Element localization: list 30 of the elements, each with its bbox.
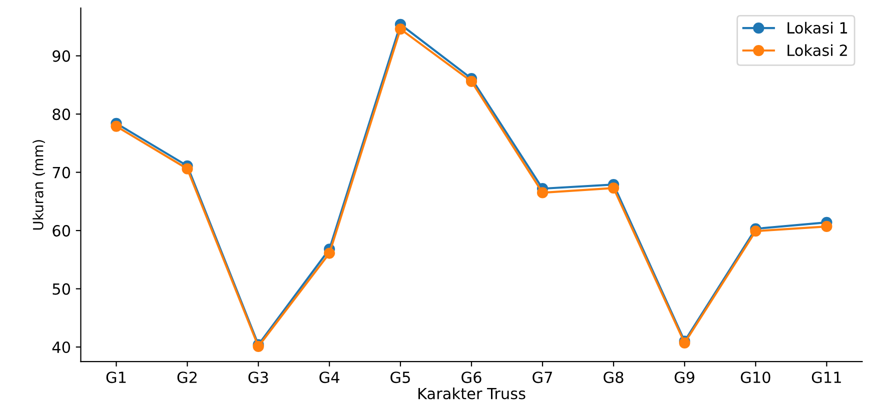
x-tick-label: G5 <box>390 372 410 384</box>
y-tick-label: 90 <box>52 50 70 62</box>
point <box>324 248 335 259</box>
x-axis-title: Karakter Truss <box>418 387 526 400</box>
legend-label: Lokasi 1 <box>788 22 848 34</box>
x-tick-label: G4 <box>319 372 340 384</box>
x-tick-label: G1 <box>106 372 126 384</box>
y-tick-label: 50 <box>52 283 70 295</box>
y-axis-title: Ukuran (mm) <box>32 140 45 230</box>
legend-label: Lokasi 2 <box>788 44 847 56</box>
x-tick-label: G8 <box>604 372 624 384</box>
y-tick-label: 70 <box>52 166 70 178</box>
point <box>466 76 478 88</box>
x-tick-label: G10 <box>740 372 770 384</box>
point <box>110 120 122 132</box>
y-tick-label: 60 <box>52 225 70 237</box>
x-tick-label: G3 <box>248 372 268 384</box>
y-tick-label: 40 <box>52 341 70 354</box>
point <box>608 182 620 194</box>
point <box>821 220 832 232</box>
point <box>536 187 548 198</box>
point <box>182 163 193 174</box>
x-tick-label: G2 <box>177 372 197 384</box>
x-tick-label: G6 <box>462 372 482 384</box>
y-tick-label: 80 <box>52 108 70 120</box>
x-tick-label: G11 <box>812 372 841 384</box>
point <box>394 23 406 35</box>
point <box>750 226 762 237</box>
x-tick-label: G9 <box>674 372 694 384</box>
x-tick-label: G7 <box>532 372 552 384</box>
